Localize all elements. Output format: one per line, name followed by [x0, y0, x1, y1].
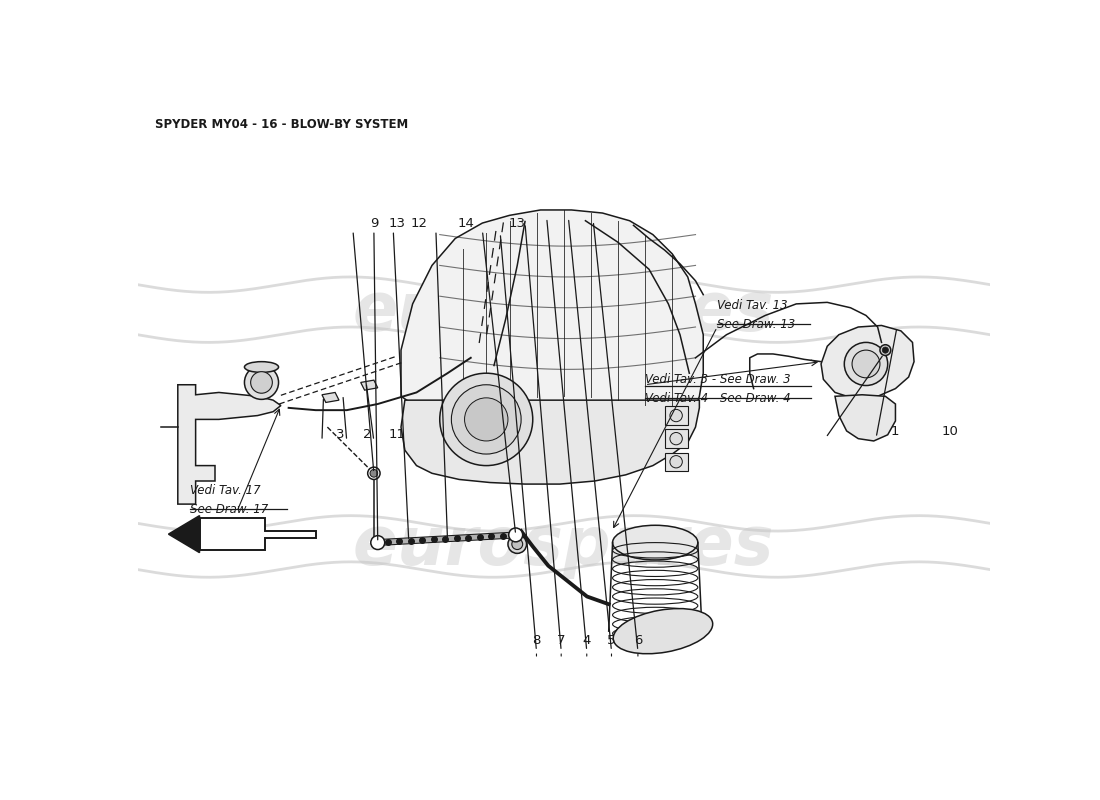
- Text: 4: 4: [583, 634, 591, 647]
- Text: 8: 8: [532, 634, 541, 647]
- Circle shape: [451, 385, 521, 454]
- Circle shape: [440, 373, 532, 466]
- Text: 11: 11: [389, 428, 406, 441]
- Circle shape: [508, 535, 527, 554]
- Polygon shape: [199, 518, 316, 550]
- Polygon shape: [402, 210, 703, 442]
- Circle shape: [670, 433, 682, 445]
- Text: 6: 6: [634, 634, 642, 647]
- Circle shape: [670, 410, 682, 422]
- Polygon shape: [178, 385, 280, 504]
- Circle shape: [244, 366, 278, 399]
- Polygon shape: [664, 406, 688, 425]
- Text: SPYDER MY04 - 16 - BLOW-BY SYSTEM: SPYDER MY04 - 16 - BLOW-BY SYSTEM: [154, 118, 408, 130]
- Ellipse shape: [244, 362, 278, 373]
- Text: Vedi Tav. 13
See Draw. 13: Vedi Tav. 13 See Draw. 13: [717, 299, 795, 331]
- Circle shape: [880, 345, 891, 355]
- Text: 2: 2: [363, 428, 372, 441]
- Text: 13: 13: [508, 218, 526, 230]
- Text: 13: 13: [389, 218, 406, 230]
- Polygon shape: [402, 400, 700, 484]
- Text: eurospares: eurospares: [353, 514, 774, 579]
- Ellipse shape: [613, 526, 697, 560]
- Circle shape: [845, 342, 888, 386]
- Circle shape: [464, 398, 508, 441]
- Polygon shape: [835, 394, 895, 441]
- Ellipse shape: [613, 609, 713, 654]
- Text: Vedi Tav. 3 - See Draw. 3
Vedi Tav. 4 - See Draw. 4: Vedi Tav. 3 - See Draw. 3 Vedi Tav. 4 - …: [645, 373, 791, 405]
- Polygon shape: [322, 393, 339, 402]
- Circle shape: [367, 467, 381, 479]
- Circle shape: [508, 528, 522, 542]
- Circle shape: [882, 347, 889, 353]
- Polygon shape: [168, 516, 199, 553]
- Circle shape: [370, 470, 377, 477]
- Text: 1: 1: [890, 425, 899, 438]
- Circle shape: [251, 372, 273, 394]
- Polygon shape: [821, 326, 914, 398]
- Text: 12: 12: [410, 218, 427, 230]
- Polygon shape: [664, 430, 688, 448]
- Text: 7: 7: [557, 634, 565, 647]
- Circle shape: [512, 538, 522, 550]
- Text: 9: 9: [371, 218, 378, 230]
- Circle shape: [852, 350, 880, 378]
- Text: eurospares: eurospares: [353, 278, 774, 345]
- Text: 10: 10: [942, 425, 958, 438]
- Text: Vedi Tav. 17
See Draw. 17: Vedi Tav. 17 See Draw. 17: [190, 484, 268, 516]
- Polygon shape: [664, 453, 688, 471]
- Circle shape: [670, 455, 682, 468]
- Text: 14: 14: [458, 218, 474, 230]
- Text: 5: 5: [607, 634, 616, 647]
- Text: 3: 3: [337, 428, 344, 441]
- Polygon shape: [361, 380, 377, 390]
- Circle shape: [371, 536, 385, 550]
